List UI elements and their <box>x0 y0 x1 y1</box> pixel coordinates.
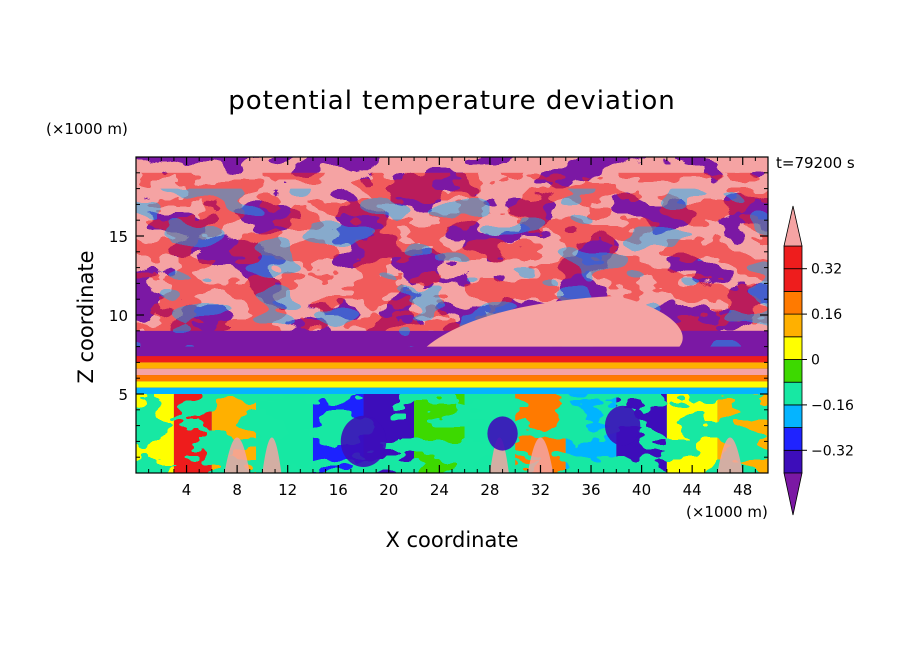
field-eddy <box>487 416 518 451</box>
field-boundary-plumes <box>136 394 768 473</box>
x-tick-label: 4 <box>182 481 192 499</box>
field-inversion-band <box>136 387 768 394</box>
y-axis-label: Z coordinate <box>74 250 98 384</box>
colorbar-segment <box>783 336 803 360</box>
field-warm-plateau <box>426 296 683 347</box>
y-tick-label: 15 <box>109 228 128 246</box>
colorbar-tick-label: 0.32 <box>811 262 842 278</box>
colorbar-tick-label: −0.16 <box>811 398 854 414</box>
colorbar-segment <box>783 313 803 338</box>
field-plume <box>262 437 282 473</box>
colorbar-segment <box>783 245 803 270</box>
x-tick-label: 44 <box>683 481 702 499</box>
field-plume <box>717 437 743 473</box>
x-tick-label: 12 <box>278 481 297 499</box>
y-tick-label: 5 <box>118 386 128 404</box>
colorbar-segment <box>783 449 803 474</box>
field-inversion-band <box>136 381 768 388</box>
field-plume <box>224 437 250 473</box>
x-unit-label: (×1000 m) <box>686 503 768 521</box>
colorbar-segment <box>783 404 803 428</box>
heatmap-field <box>136 157 768 473</box>
chart-title: potential temperature deviation <box>228 86 676 116</box>
x-tick-label: 8 <box>232 481 242 499</box>
y-unit-label: (×1000 m) <box>46 120 128 138</box>
colorbar: 0.32 0.16 0 −0.16 −0.32 <box>783 205 854 516</box>
colorbar-tick-label: 0 <box>811 353 820 369</box>
time-label: t=79200 s <box>776 154 855 172</box>
field-plume <box>527 437 554 473</box>
field-inversion-band <box>136 356 768 363</box>
colorbar-extend-high <box>783 205 803 247</box>
x-tick-label: 28 <box>480 481 499 499</box>
colorbar-extend-low <box>783 472 803 516</box>
x-tick-label: 20 <box>379 481 398 499</box>
field-inversion-band <box>136 362 768 369</box>
colorbar-segment <box>783 290 803 315</box>
x-tick-label: 48 <box>733 481 752 499</box>
x-tick-label: 24 <box>430 481 449 499</box>
y-axis: 5 10 15 <box>109 172 768 458</box>
field-inversion-band <box>136 368 768 376</box>
colorbar-segment <box>783 381 803 406</box>
x-tick-label: 40 <box>632 481 651 499</box>
field-eddy <box>340 415 387 467</box>
colorbar-segment <box>783 268 803 292</box>
x-tick-label: 16 <box>329 481 348 499</box>
y-tick-label: 10 <box>109 307 128 325</box>
x-tick-label: 36 <box>581 481 600 499</box>
x-tick-label: 32 <box>531 481 550 499</box>
field-eddy <box>604 405 641 446</box>
colorbar-segment <box>783 427 803 451</box>
colorbar-segment <box>783 359 803 383</box>
field-inversion-band <box>136 375 768 382</box>
x-axis: 4 8 12 16 20 24 28 32 36 40 44 48 <box>148 157 756 499</box>
x-axis-label: X coordinate <box>385 528 519 552</box>
colorbar-tick-label: −0.32 <box>811 443 854 459</box>
colorbar-tick-label: 0.16 <box>811 307 842 323</box>
